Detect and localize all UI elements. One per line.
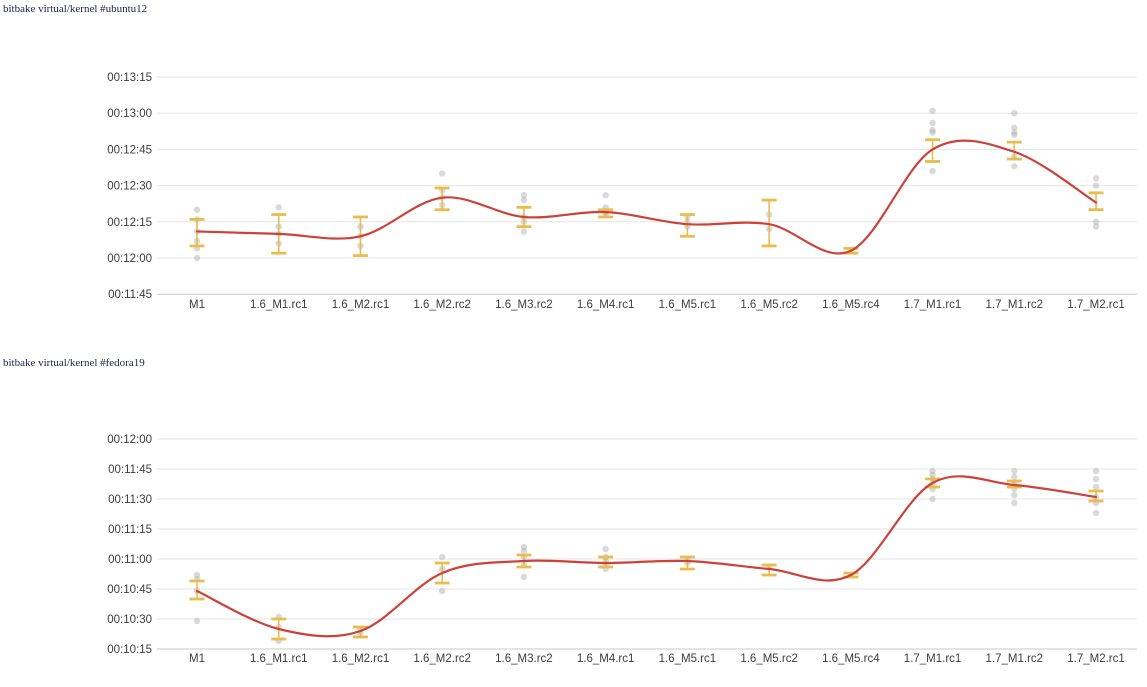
x-tick-label: 1.6_M5.rc2 [740,299,798,311]
y-tick-label: 00:12:00 [107,434,152,446]
x-tick-label: 1.6_M5.rc4 [822,653,880,665]
scatter-point [1011,129,1018,136]
median-curve [195,139,1098,255]
x-tick-label: 1.6_M5.rc2 [740,653,798,665]
x-tick-label: 1.7_M1.rc1 [904,299,962,311]
scatter-point [1092,218,1100,225]
x-tick-label: 1.6_M1.rc1 [250,299,308,311]
y-tick-label: 00:13:00 [107,108,152,120]
scatter-point [929,167,936,175]
error-bar [598,208,614,219]
scatter-point [1011,499,1018,507]
scatter-point [520,228,528,235]
x-tick-label: 1.6_M2.rc1 [332,299,390,311]
scatter-point [520,196,528,204]
scatter-point [929,126,936,134]
y-tick-label: 00:11:45 [108,464,152,476]
y-tick-label: 00:12:15 [107,217,152,229]
scatter-point [602,192,609,199]
x-tick-label: 1.6_M4.rc1 [577,299,635,311]
scatter-point [1092,475,1100,483]
scatter-point [929,471,936,479]
scatter-point [193,571,201,579]
error-bar [1006,140,1022,161]
x-tick-label: 1.6_M3.rc2 [495,653,553,665]
scatter-point [438,553,446,561]
x-tick-label: 1.6_M1.rc1 [250,653,308,665]
x-tick-label: 1.6_M5.rc1 [659,653,717,665]
scatter-point [520,547,528,555]
scatter-point [520,543,528,551]
error-bar [189,217,205,248]
scatter-point [1011,163,1018,170]
scatter-point [1011,131,1018,139]
y-tick-label: 00:11:30 [108,494,152,506]
scatter-point [1092,483,1100,491]
chart-ubuntu12: 00:13:15 00:13:00 00:12:45 00:12:30 00:12:15… [107,72,1137,311]
y-tick-label: 00:13:15 [107,72,152,84]
x-tick-label: 1.7_M1.rc2 [986,299,1044,311]
y-tick-label: 00:10:45 [107,584,152,596]
y-tick-label: 00:11:45 [108,289,152,301]
y-tick-label: 00:12:45 [107,144,152,156]
x-tick-label: 1.6_M3.rc2 [495,299,553,311]
scatter-point [520,573,528,581]
x-tick-label: M1 [189,653,205,665]
x-tick-label: 1.6_M4.rc1 [577,653,635,665]
x-tick-label: 1.7_M2.rc1 [1067,653,1125,665]
scatter-point [438,587,446,595]
scatter-point [520,192,528,199]
scatter-point [602,545,609,553]
scatter-point [1011,491,1018,499]
y-tick-label: 00:10:30 [107,614,152,626]
x-tick-label: 1.6_M2.rc1 [332,653,390,665]
error-bar [679,213,695,238]
y-tick-label: 00:11:00 [108,554,152,566]
y-tick-label: 00:12:30 [107,181,152,193]
scatter-point [1011,473,1018,481]
x-tick-label: 1.7_M1.rc2 [986,653,1044,665]
x-tick-label: 1.6_M5.rc1 [659,299,717,311]
scatter-point [1011,467,1018,475]
x-tick-label: 1.7_M1.rc1 [904,653,962,665]
scatter-point [275,204,282,211]
scatter-point [1092,467,1100,475]
x-tick-label: 1.6_M2.rc2 [413,299,471,311]
scatter-point [929,119,936,127]
median-curve [195,475,1098,638]
scatter-point [1092,509,1100,517]
y-tick-label: 00:10:15 [107,644,152,656]
scatter-point [438,170,446,177]
chart-title-fedora19: bitbake virtual/kernel #fedora19 [3,357,145,369]
y-tick-label: 00:11:15 [108,524,152,536]
x-tick-label: 1.6_M2.rc2 [413,653,471,665]
y-tick-label: 00:12:00 [107,253,152,265]
error-bar [434,186,450,212]
scatter-point [1092,182,1100,189]
scatter-point [1092,175,1100,182]
scatter-point [929,107,936,114]
scatter-point [193,617,201,625]
scatter-point [1092,223,1100,230]
error-bar [679,555,695,571]
x-tick-label: 1.6_M5.rc4 [822,299,880,311]
scatter-point [929,467,936,475]
error-bar [761,198,777,248]
x-tick-label: 1.7_M2.rc1 [1067,299,1125,311]
scatter-point [1011,110,1018,117]
scatter-point [1011,124,1018,131]
scatter-point [929,129,936,136]
chart-fedora19: 00:12:00 00:11:45 00:11:30 00:11:15 00:11:00… [107,434,1137,665]
scatter-point [193,206,201,213]
scatter-point [929,495,936,503]
x-tick-label: M1 [189,299,205,311]
chart-title-ubuntu12: bitbake virtual/kernel #ubuntu12 [3,3,148,15]
scatter-point [193,254,201,262]
